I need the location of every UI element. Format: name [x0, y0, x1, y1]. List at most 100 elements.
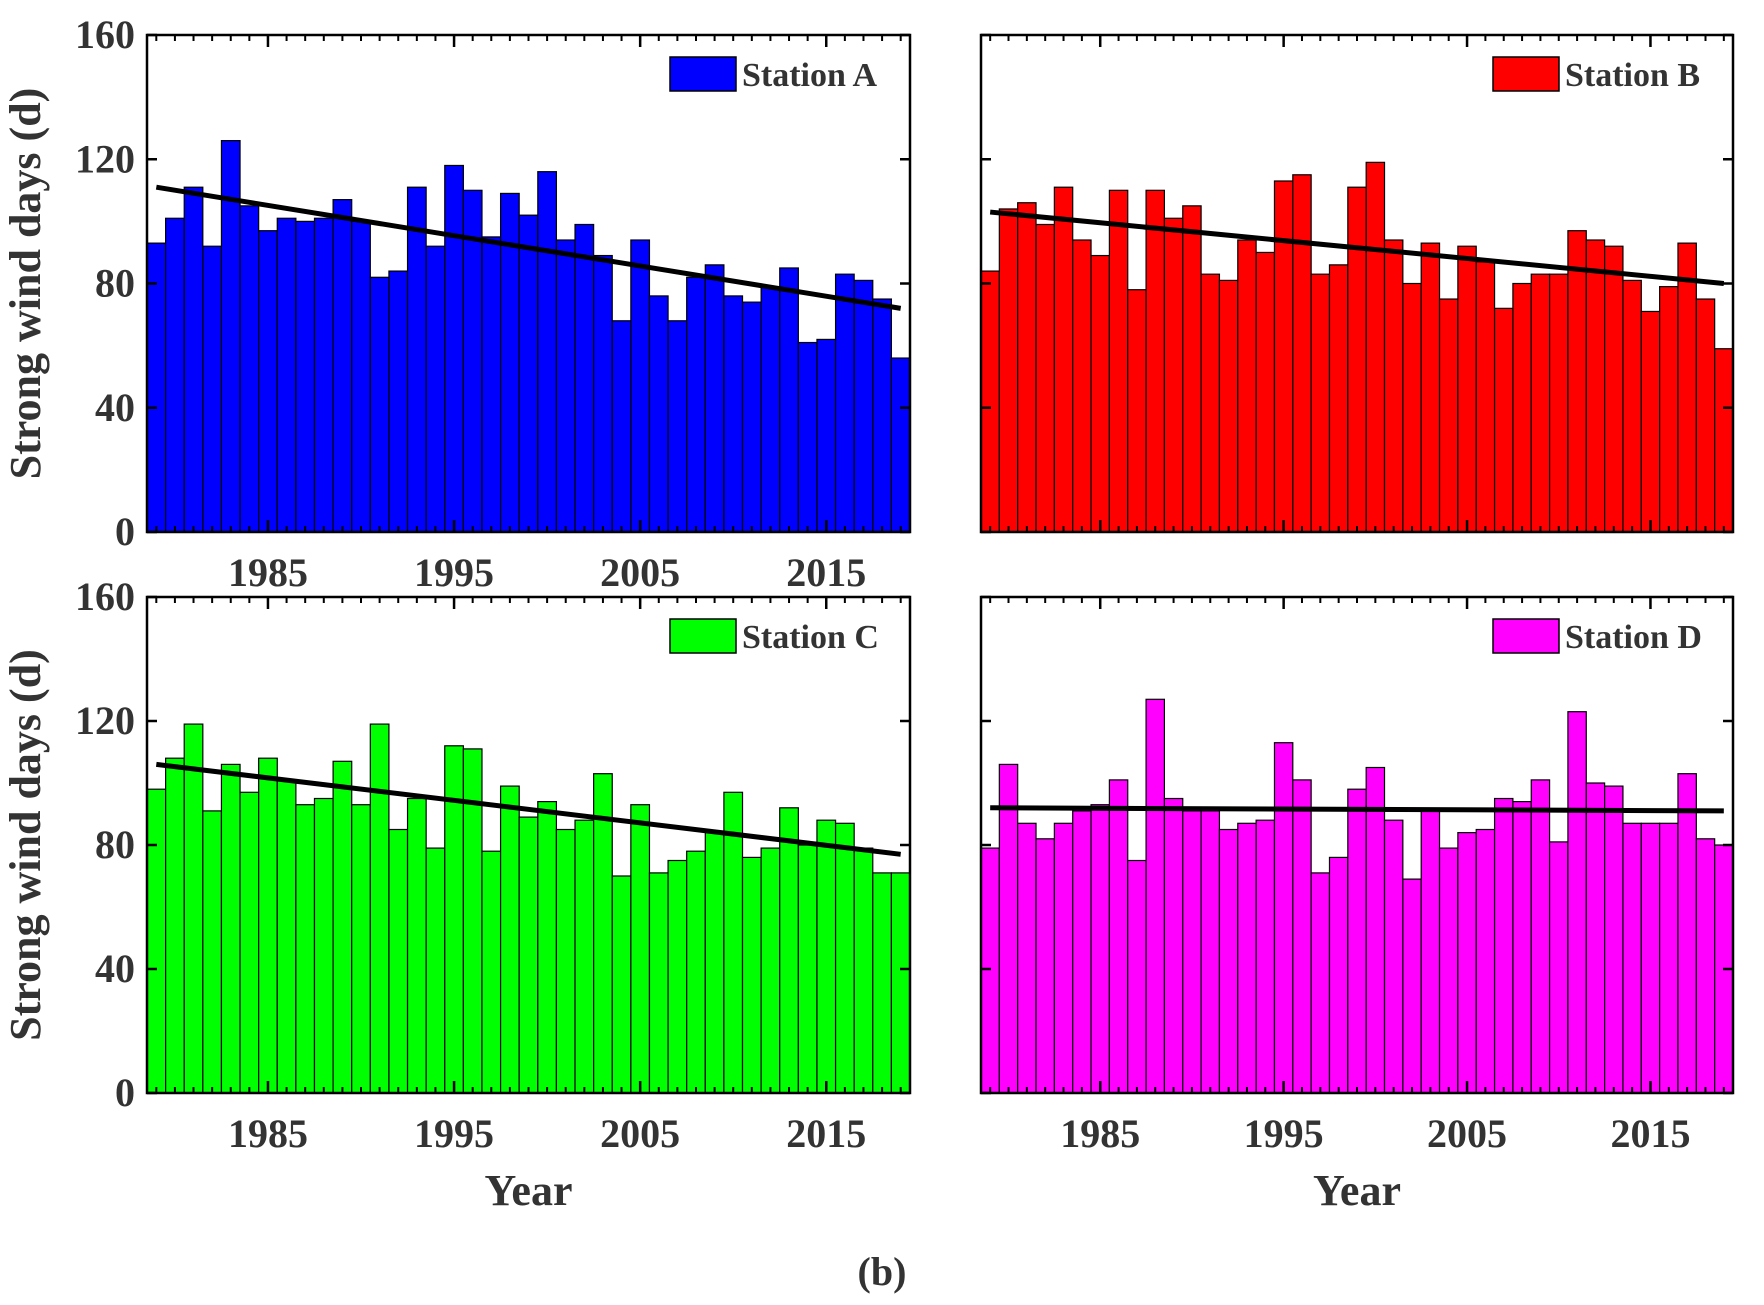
bar — [555, 239, 576, 533]
bar — [686, 850, 706, 1094]
bar — [146, 242, 167, 533]
chart-panel: 0 40 80 120 160 1985 1995 2005 2015 Strong wind d… — [1, 574, 912, 1215]
bar — [1457, 245, 1477, 533]
bar — [1695, 838, 1716, 1094]
bar — [1200, 273, 1221, 533]
bar — [1622, 279, 1642, 533]
bar — [667, 320, 688, 533]
bar — [1127, 859, 1147, 1094]
bar — [1273, 742, 1294, 1094]
y-tick-label: 80 — [95, 822, 135, 867]
bar — [1292, 779, 1312, 1094]
bar — [1383, 819, 1404, 1094]
bar — [1072, 810, 1092, 1094]
bar — [1420, 810, 1441, 1094]
bar — [1218, 828, 1239, 1094]
bar — [1383, 239, 1404, 533]
bar — [1218, 279, 1239, 533]
bar — [295, 804, 316, 1094]
bar — [816, 338, 837, 533]
bar — [1530, 273, 1551, 533]
bar — [630, 804, 651, 1094]
bar — [1090, 804, 1110, 1094]
bar — [1328, 856, 1349, 1094]
bar — [1659, 286, 1679, 533]
bar — [704, 264, 725, 533]
legend-swatch — [1492, 618, 1560, 654]
bar — [1310, 872, 1331, 1094]
bar — [388, 270, 409, 533]
legend-swatch — [1492, 56, 1560, 92]
bar — [872, 298, 892, 533]
bar — [574, 223, 595, 533]
bar — [1273, 180, 1294, 533]
bar — [853, 279, 874, 533]
bar — [1622, 822, 1642, 1094]
trend-line — [156, 761, 901, 857]
bar — [1255, 819, 1276, 1094]
bar — [1053, 822, 1074, 1094]
bar — [998, 763, 1019, 1094]
bar — [1548, 841, 1569, 1094]
bar — [518, 214, 539, 533]
bar — [797, 341, 818, 533]
bar — [1310, 273, 1331, 533]
legend-swatch — [669, 618, 737, 654]
bar — [1035, 838, 1055, 1094]
y-tick-label: 40 — [95, 946, 135, 991]
bar — [1530, 779, 1551, 1094]
figure-caption: (b) — [858, 1249, 907, 1294]
y-tick-label: 120 — [75, 698, 135, 743]
x-tick-label: 1985 — [228, 550, 308, 595]
y-axis-title: Strong wind days (d) — [1, 88, 50, 480]
bar — [1512, 282, 1532, 533]
bar — [797, 844, 818, 1094]
bar — [1090, 254, 1110, 533]
bar — [593, 254, 613, 533]
bar — [1347, 186, 1367, 533]
bar — [1255, 251, 1276, 533]
trend-line — [990, 805, 1724, 814]
x-axis-title: Year — [485, 1166, 573, 1215]
x-tick-label: 1985 — [228, 1111, 308, 1156]
bar — [1347, 788, 1367, 1094]
bar — [1365, 766, 1386, 1094]
chart-panel: 1985 1995 2005 2015 Year Station D — [979, 595, 1735, 1215]
x-axis-title: Year — [1313, 1166, 1401, 1215]
bar — [1017, 822, 1037, 1094]
bar — [648, 872, 669, 1094]
bar — [611, 320, 632, 533]
bar — [1475, 261, 1496, 533]
bar — [1182, 810, 1202, 1094]
bar — [165, 217, 185, 533]
y-tick-label: 160 — [75, 12, 135, 57]
x-tick-label: 1995 — [1244, 1111, 1324, 1156]
bar — [1053, 186, 1074, 533]
bar — [1035, 223, 1055, 533]
legend-swatch — [669, 56, 737, 92]
bar — [760, 286, 781, 533]
chart-panel: 0 40 80 120 160 1985 1995 2005 2015 Strong wind d… — [1, 12, 912, 595]
bar — [239, 791, 260, 1094]
bar — [1567, 230, 1587, 533]
bar — [1585, 239, 1606, 533]
bar — [1493, 797, 1514, 1094]
bar — [1512, 800, 1532, 1094]
bar — [741, 856, 762, 1094]
chart-panels: 0 40 80 120 160 1985 1995 2005 2015 Strong wind d… — [1, 12, 1735, 1215]
bar — [1604, 785, 1624, 1094]
bar — [444, 164, 464, 533]
bar — [853, 847, 874, 1094]
chart-panel: Station B — [979, 33, 1735, 534]
bar — [1163, 217, 1184, 533]
bar — [425, 245, 446, 533]
bar — [369, 276, 390, 533]
x-tick-label: 1995 — [414, 1111, 494, 1156]
x-tick-label: 2015 — [786, 550, 866, 595]
bar — [332, 760, 353, 1094]
y-tick-label: 0 — [115, 509, 135, 554]
bar — [313, 797, 334, 1094]
legend-label: Station D — [1565, 619, 1702, 656]
bar — [1108, 189, 1129, 533]
x-tick-label: 1995 — [414, 550, 494, 595]
